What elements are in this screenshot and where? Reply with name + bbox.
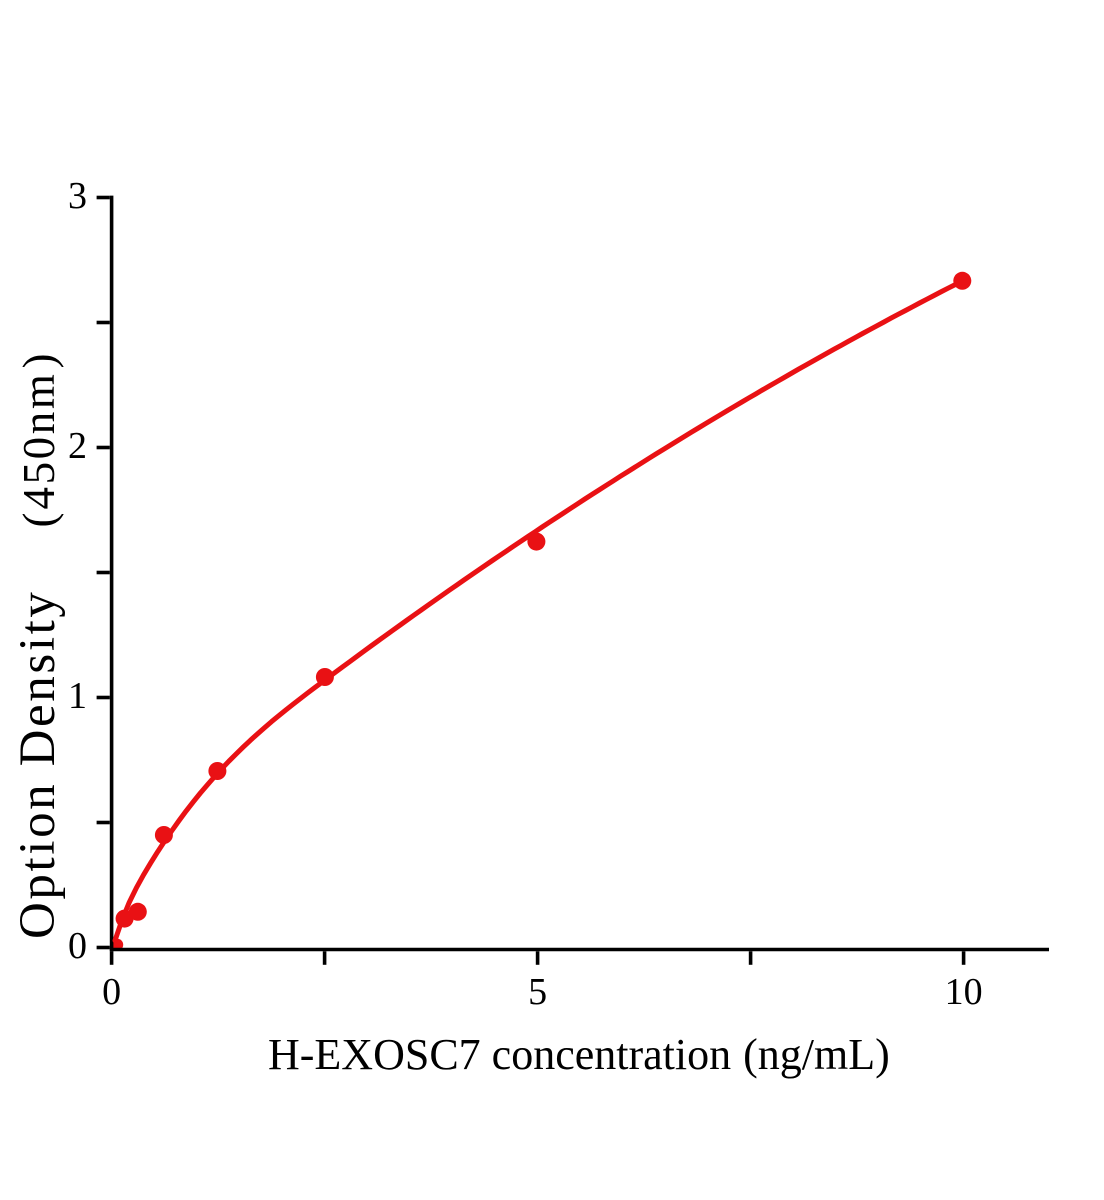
svg-text:H-EXOSC7 concentration(ng/mL): H-EXOSC7 concentration (ng/mL) (268, 1030, 890, 1079)
svg-text:3: 3 (68, 175, 87, 217)
svg-text:5: 5 (528, 971, 547, 1013)
svg-text:0: 0 (102, 971, 121, 1013)
svg-text:1: 1 (68, 675, 87, 717)
svg-text:2: 2 (68, 425, 87, 467)
svg-text:10: 10 (945, 971, 983, 1013)
svg-text:0: 0 (68, 925, 87, 967)
svg-text:Option Density(450nm): Option Density(450nm) (10, 351, 66, 939)
